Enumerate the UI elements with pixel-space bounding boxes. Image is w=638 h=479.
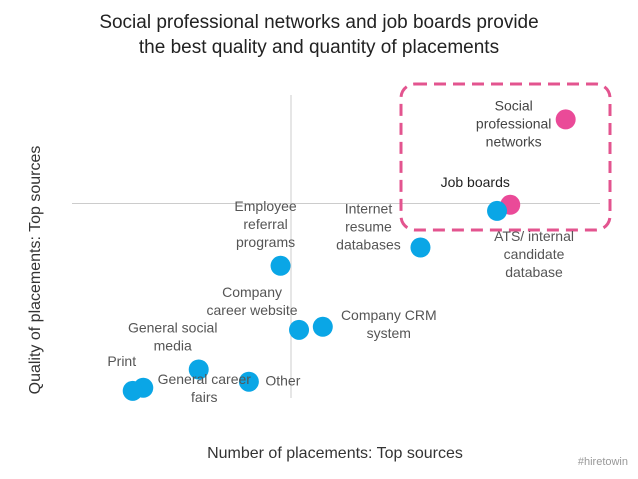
data-label-10-line-0: Print — [107, 353, 136, 369]
data-label-4-line-1: referral — [243, 216, 287, 232]
data-label-0-line-0: Social — [495, 97, 533, 113]
x-axis-label: Number of placements: Top sources — [207, 445, 463, 462]
data-point-10 — [122, 380, 143, 401]
data-point-4 — [270, 255, 291, 276]
data-label-6: Company career website — [207, 284, 298, 318]
data-label-0: Social professional networks — [476, 97, 552, 149]
data-point-6 — [289, 319, 310, 340]
data-label-1-line-0: Job boards — [441, 174, 510, 190]
chart-title-line-2: the best quality and quantity of placeme… — [138, 37, 500, 58]
data-label-7: General social media — [128, 320, 218, 354]
data-label-6-line-0: Company — [222, 284, 282, 300]
data-label-4-line-0: Employee — [234, 198, 296, 214]
data-point-5 — [312, 316, 333, 337]
data-label-7-line-1: media — [154, 338, 192, 354]
data-label-2-line-0: ATS/ internal — [494, 228, 574, 244]
data-label-9-line-1: fairs — [191, 389, 217, 405]
data-label-0-line-1: professional — [476, 115, 552, 131]
data-label-9-line-0: General career — [158, 371, 252, 387]
data-label-5-line-0: Company CRM — [341, 307, 437, 323]
data-label-2-line-1: candidate — [504, 246, 565, 262]
data-point-2 — [487, 200, 508, 221]
data-point-8 — [238, 371, 259, 392]
y-axis-label: Quality of placements: Top sources — [27, 145, 44, 395]
data-label-4-line-2: programs — [236, 234, 295, 250]
data-label-3-line-0: Internet — [345, 201, 393, 217]
data-label-10: Print — [107, 353, 136, 369]
data-label-6-line-1: career website — [207, 302, 298, 318]
data-label-5-line-1: system — [367, 325, 411, 341]
data-label-2-line-2: database — [505, 264, 563, 280]
data-point-3 — [410, 237, 431, 258]
data-point-0 — [555, 109, 576, 130]
data-label-9: General career fairs — [158, 371, 252, 405]
data-label-3-line-2: databases — [336, 237, 401, 253]
data-label-8-line-0: Other — [265, 373, 300, 389]
data-label-2: ATS/ internal candidate database — [494, 228, 574, 280]
data-label-7-line-0: General social — [128, 320, 218, 336]
data-label-1: Job boards — [441, 174, 510, 190]
data-point-7 — [188, 359, 209, 380]
data-label-3: Internet resume databases — [336, 201, 401, 253]
data-label-4: Employee referral programs — [234, 198, 296, 250]
data-label-0-line-2: networks — [486, 133, 542, 149]
data-label-3-line-1: resume — [345, 219, 392, 235]
hashtag-watermark: #hiretowin — [577, 456, 628, 468]
data-label-5: Company CRM system — [341, 307, 437, 341]
chart-title-line-1: Social professional networks and job boa… — [99, 12, 539, 33]
data-label-8: Other — [265, 373, 300, 389]
